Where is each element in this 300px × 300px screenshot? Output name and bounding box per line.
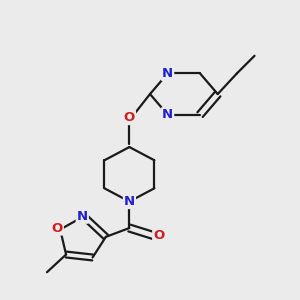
Text: N: N	[162, 108, 173, 121]
Text: N: N	[162, 67, 173, 80]
Text: O: O	[153, 229, 164, 242]
Text: N: N	[124, 195, 135, 208]
Text: N: N	[77, 210, 88, 223]
Text: O: O	[52, 221, 63, 235]
Text: O: O	[124, 111, 135, 124]
